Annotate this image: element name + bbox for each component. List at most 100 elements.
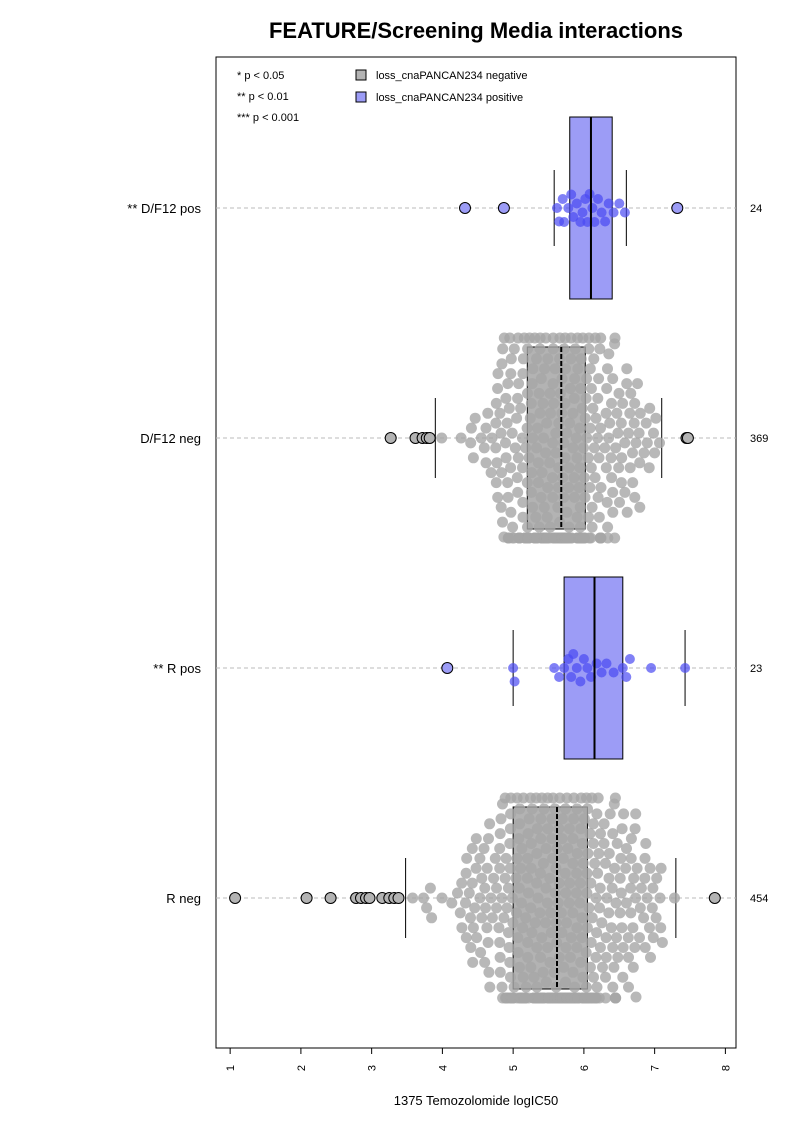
x-tick-label: 2 xyxy=(296,1065,308,1071)
data-point xyxy=(558,343,570,355)
data-point xyxy=(525,838,537,849)
data-point xyxy=(499,872,511,884)
data-point xyxy=(495,501,507,513)
data-point xyxy=(517,971,529,983)
data-point xyxy=(571,848,583,859)
data-point xyxy=(512,947,524,958)
data-point xyxy=(517,511,529,523)
data-point xyxy=(513,378,525,390)
data-point xyxy=(535,833,547,845)
data-point xyxy=(588,442,600,454)
data-point xyxy=(609,792,621,804)
data-point xyxy=(484,981,496,993)
data-point xyxy=(466,843,478,854)
data-point xyxy=(488,872,500,884)
data-point xyxy=(617,971,629,983)
group-label: R neg xyxy=(166,891,201,906)
data-point xyxy=(548,966,560,978)
data-point xyxy=(560,887,572,899)
outlier-point xyxy=(497,202,510,214)
data-point xyxy=(540,447,552,459)
data-point xyxy=(471,932,483,944)
group-count: 369 xyxy=(750,433,768,445)
data-point xyxy=(570,887,582,899)
data-point xyxy=(586,501,598,513)
data-point xyxy=(544,457,556,469)
data-point xyxy=(634,932,645,944)
data-point xyxy=(560,976,571,988)
group-label: ** D/F12 pos xyxy=(127,201,201,216)
data-point xyxy=(593,511,605,523)
data-point xyxy=(501,902,513,914)
data-point xyxy=(523,452,535,464)
data-point xyxy=(539,363,551,375)
data-point xyxy=(526,927,538,939)
data-point xyxy=(485,892,497,904)
data-point xyxy=(475,947,487,958)
data-point xyxy=(482,937,494,948)
data-point xyxy=(553,823,565,835)
data-point xyxy=(554,516,566,528)
data-point xyxy=(534,867,546,879)
data-point xyxy=(547,378,559,390)
data-point xyxy=(505,808,517,820)
data-point xyxy=(563,897,575,909)
data-point xyxy=(492,491,504,503)
data-point xyxy=(648,427,659,439)
data-point xyxy=(526,467,538,479)
data-point xyxy=(651,872,663,884)
data-point xyxy=(587,203,598,213)
data-point xyxy=(510,872,522,884)
legend-swatch xyxy=(355,69,367,81)
data-point xyxy=(562,843,574,854)
data-point xyxy=(590,412,602,424)
data-point xyxy=(600,216,611,227)
data-point xyxy=(639,872,651,884)
data-point xyxy=(563,203,574,213)
data-point xyxy=(563,462,575,474)
data-point xyxy=(616,452,628,464)
data-point xyxy=(498,912,510,924)
data-point xyxy=(591,808,603,820)
data-point xyxy=(461,852,473,864)
data-point xyxy=(654,892,666,904)
data-point xyxy=(544,521,556,533)
group-count: 24 xyxy=(750,203,762,215)
data-point xyxy=(613,387,625,399)
data-point xyxy=(580,392,592,404)
data-point xyxy=(523,887,534,899)
data-point xyxy=(583,343,595,355)
data-point xyxy=(589,857,601,869)
data-point xyxy=(542,942,554,953)
data-point xyxy=(564,383,576,394)
data-point xyxy=(547,491,559,503)
data-point xyxy=(426,912,438,924)
data-point xyxy=(481,862,493,874)
data-point xyxy=(582,217,593,227)
data-point xyxy=(634,902,646,914)
data-point xyxy=(506,427,518,439)
data-point xyxy=(502,882,514,894)
data-point xyxy=(515,897,527,909)
data-point xyxy=(576,912,588,924)
data-point xyxy=(482,407,494,419)
data-point xyxy=(503,942,515,953)
data-point xyxy=(534,407,546,419)
data-point xyxy=(522,828,534,840)
data-point xyxy=(527,363,539,375)
data-point xyxy=(555,907,567,919)
data-point xyxy=(592,867,604,879)
data-point xyxy=(582,452,594,464)
data-point xyxy=(534,343,546,355)
data-point xyxy=(560,942,572,953)
x-tick-label: 7 xyxy=(650,1065,662,1071)
data-point xyxy=(644,402,656,414)
data-point xyxy=(516,432,528,444)
data-point xyxy=(549,887,561,899)
data-point xyxy=(586,521,598,533)
data-point xyxy=(559,452,571,464)
data-point xyxy=(602,521,614,533)
data-point xyxy=(607,486,619,498)
data-point xyxy=(578,813,590,825)
data-point xyxy=(531,942,543,953)
